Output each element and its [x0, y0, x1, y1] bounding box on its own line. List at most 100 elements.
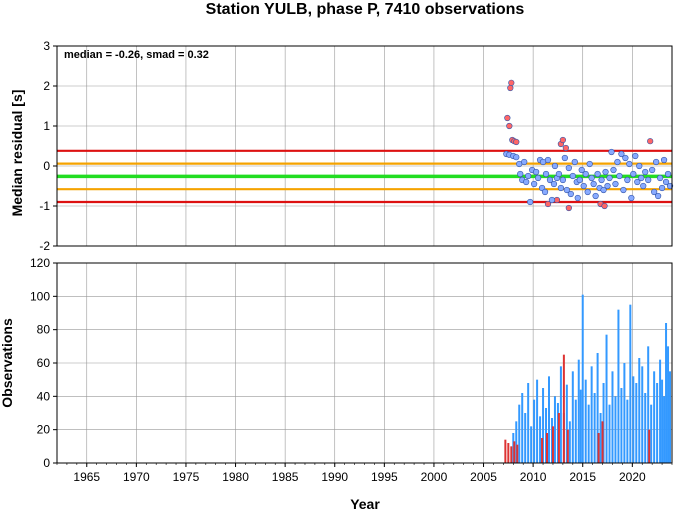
observation-bar	[527, 383, 530, 463]
residual-point	[584, 188, 591, 196]
residual-point	[506, 122, 513, 130]
residual-point	[651, 188, 658, 196]
x-tick-label: 1995	[371, 470, 398, 484]
residual-point	[557, 184, 565, 192]
y-tick-label: 40	[37, 389, 51, 403]
observation-bar	[656, 383, 659, 463]
observation-bar	[584, 379, 587, 463]
residual-point	[563, 186, 570, 194]
observation-bar	[667, 346, 670, 463]
residual-point	[655, 192, 662, 200]
x-tick-label: 2020	[619, 470, 646, 484]
residual-y-ticks: -2 -1 0 1 2 3	[39, 39, 57, 253]
residual-point	[601, 202, 608, 210]
observation-bar	[632, 376, 635, 463]
x-tick-label: 2015	[569, 470, 596, 484]
observation-bar	[581, 294, 584, 463]
residual-point	[582, 170, 589, 178]
residual-point	[622, 154, 629, 162]
x-tick-label: 1980	[222, 470, 249, 484]
residual-point	[630, 170, 637, 178]
residual-point	[600, 186, 607, 194]
observation-bar	[596, 353, 599, 463]
observation-bar	[565, 384, 568, 463]
residual-point	[606, 174, 613, 182]
residual-point	[592, 192, 599, 200]
observation-bar	[521, 393, 524, 463]
residual-point	[636, 162, 643, 170]
residual-point	[551, 162, 559, 170]
residual-point	[517, 170, 524, 178]
residual-point	[559, 176, 566, 184]
x-tick-label: 2000	[421, 470, 448, 484]
residual-point	[632, 152, 639, 160]
x-tick-label: 1975	[173, 470, 200, 484]
observation-bar	[524, 413, 527, 463]
residual-point	[628, 194, 635, 202]
observation-bar	[541, 438, 544, 463]
residual-point	[620, 186, 627, 194]
x-tick-label: 1970	[123, 470, 150, 484]
observation-bar	[590, 366, 593, 463]
chart-title: Station YULB, phase P, 7410 observations	[206, 1, 525, 18]
x-tick-label: 1990	[321, 470, 348, 484]
observation-bar	[510, 446, 513, 463]
observation-bars	[504, 294, 672, 463]
residual-point	[626, 160, 633, 168]
observation-bar	[601, 421, 604, 463]
residual-point	[666, 182, 674, 190]
observation-bar	[504, 439, 507, 463]
observation-bar	[669, 371, 672, 463]
residual-point	[604, 182, 611, 190]
residual-point	[561, 154, 568, 162]
y-tick-label: 100	[30, 289, 50, 303]
observation-bar	[665, 323, 668, 463]
residual-point	[612, 180, 619, 188]
year-x-ticks: 1965 1970 1975 1980 1985 1990 1995 2000 2005 2010…	[56, 463, 673, 484]
observation-bar	[650, 404, 653, 463]
observation-bar	[663, 396, 666, 463]
residual-points	[503, 79, 674, 212]
residual-plot-frame	[56, 45, 673, 247]
y-tick-label: 60	[37, 356, 51, 370]
x-tick-label: 2005	[470, 470, 497, 484]
observation-bar	[620, 388, 623, 463]
observation-bar	[518, 404, 521, 463]
x-tick-label: 1965	[73, 470, 100, 484]
residual-point	[645, 176, 652, 184]
residual-point	[574, 194, 581, 202]
residual-point	[508, 79, 515, 86]
residual-point	[653, 158, 660, 166]
observation-bar	[608, 404, 611, 463]
residual-point	[647, 138, 654, 145]
residual-point	[614, 158, 621, 166]
residual-point	[576, 176, 583, 184]
y-tick-label: 0	[43, 159, 50, 173]
observation-bar	[648, 429, 651, 463]
y-tick-label: 0	[43, 456, 50, 470]
observation-bar	[644, 393, 647, 463]
residual-point	[649, 166, 656, 174]
residual-point	[580, 182, 587, 190]
observation-bar	[557, 413, 560, 463]
observation-bar	[599, 413, 602, 463]
residual-point	[527, 198, 534, 206]
observation-bar	[513, 441, 516, 463]
observation-bar	[653, 371, 656, 463]
observation-bar	[539, 416, 542, 463]
y-tick-label: 80	[37, 323, 51, 337]
residual-point	[660, 156, 668, 164]
residual-point	[658, 184, 666, 192]
observation-bar	[516, 444, 519, 463]
residual-point	[616, 172, 623, 180]
observation-bar	[568, 421, 571, 463]
observation-bar	[566, 429, 569, 463]
observation-bar	[605, 334, 608, 463]
residual-point	[640, 182, 647, 190]
observation-bar	[614, 396, 617, 463]
residual-point	[544, 200, 552, 208]
residual-point	[664, 170, 672, 178]
observation-bar	[515, 421, 518, 463]
residual-point	[534, 174, 542, 182]
